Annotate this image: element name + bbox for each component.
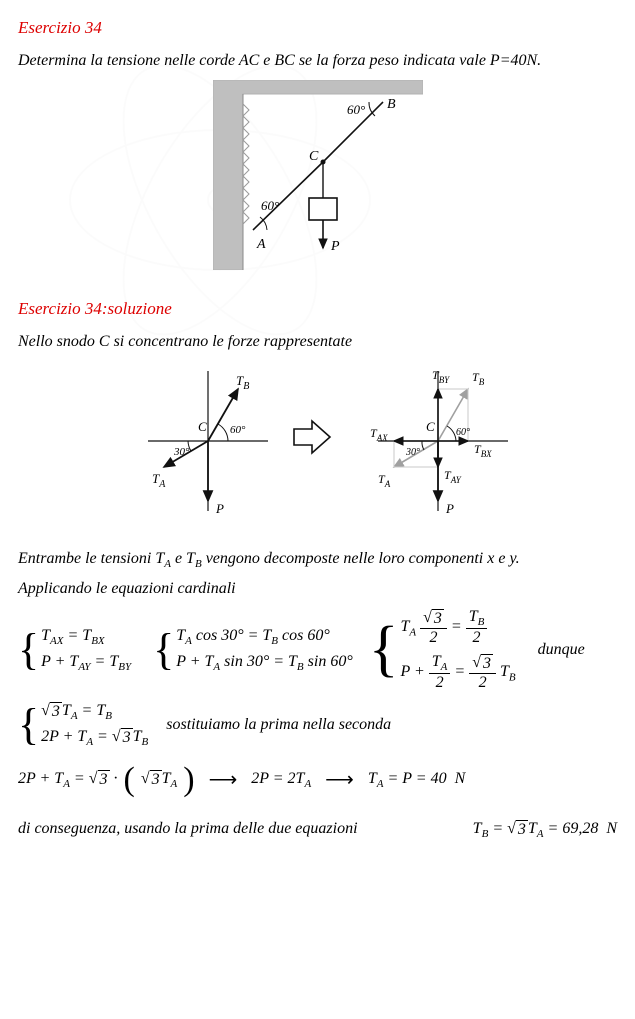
fig2r-60: 60° xyxy=(456,427,470,438)
chain-inner: √3TA xyxy=(141,770,177,790)
brace-icon: { xyxy=(153,630,174,670)
decomp-post: vengono decomposte nelle loro componenti… xyxy=(202,550,520,567)
sys3-eq1: TA √32 = TB2 xyxy=(400,608,515,647)
fig2l-30: 30° xyxy=(173,446,190,458)
sys4-eq2: 2P + TA = √3TB xyxy=(41,728,148,748)
final-row: di conseguenza, usando la prima delle du… xyxy=(18,820,617,840)
cardinal-intro: Applicando le equazioni cardinali xyxy=(18,580,617,598)
fig1-angle-A: 60° xyxy=(261,198,279,213)
decomp-sub-a: A xyxy=(164,558,171,570)
fig2r-30: 30° xyxy=(405,447,420,458)
substitute-label: sostituiamo la prima nella seconda xyxy=(166,716,391,734)
fig1-label-A: A xyxy=(256,237,266,252)
sys2: { TA cos 30° = TB cos 60° P + TA sin 30°… xyxy=(153,627,353,673)
fig1-label-B: B xyxy=(387,97,396,112)
sys3: { TA √32 = TB2 P + TA2 = √32 TB xyxy=(369,608,516,692)
fig2l-P: P xyxy=(215,501,224,516)
chain-lhs: 2P + TA = √3 · xyxy=(18,770,118,790)
sys2-eq2: P + TA sin 30° = TB sin 60° xyxy=(176,653,353,673)
brace-icon: { xyxy=(18,630,39,670)
fig2r-TB: TB xyxy=(472,370,485,387)
final-eq: TB = √3TA = 69,28 N xyxy=(473,820,617,840)
figure-1: A B C P 60° 60° xyxy=(213,80,423,270)
fig1-angle-B: 60° xyxy=(347,102,365,117)
fig1-label-P: P xyxy=(330,239,340,254)
fig2r-TAX: TAX xyxy=(370,426,388,443)
fig2r-TBY: TBY xyxy=(432,368,450,385)
fig2l-TA: TA xyxy=(152,471,166,490)
eq-systems-row: { TAX = TBX P + TAY = TBY { TA cos 30° =… xyxy=(18,608,617,692)
fig2r-TA: TA xyxy=(378,472,391,489)
figure-2: C TB TA P 60° 30° C TBY TB TBX TAX TA xyxy=(108,361,528,521)
figure-1-wrap: A B C P 60° 60° xyxy=(18,80,617,275)
decomp-mid: e T xyxy=(171,550,195,567)
page-content: Esercizio 34 Determina la tensione nelle… xyxy=(18,18,617,840)
decomp-pre: Entrambe le tensioni T xyxy=(18,550,164,567)
decomp-sub-b: B xyxy=(195,558,202,570)
fig2l-C: C xyxy=(198,419,207,434)
final-text: di conseguenza, usando la prima delle du… xyxy=(18,820,358,838)
sys1: { TAX = TBX P + TAY = TBY xyxy=(18,627,131,673)
problem-statement: Determina la tensione nelle corde AC e B… xyxy=(18,52,617,70)
fig2r-P: P xyxy=(445,501,454,516)
sys4-row: { √3TA = TB 2P + TA = √3TB sostituiamo l… xyxy=(18,702,617,748)
fig2r-TBX: TBX xyxy=(474,442,492,459)
arrow-icon: ⟶ xyxy=(201,767,246,792)
arrow-icon: ⟶ xyxy=(317,767,362,792)
sys4-eq1: √3TA = TB xyxy=(41,702,148,722)
chain-mid: 2P = 2TA xyxy=(251,770,311,790)
sys3-eq2: P + TA2 = √32 TB xyxy=(400,653,515,692)
decompose-text: Entrambe le tensioni TA e TB vengono dec… xyxy=(18,550,617,570)
chain-eq: 2P + TA = √3 · ( √3TA ) ⟶ 2P = 2TA ⟶ TA … xyxy=(18,766,617,793)
exercise-title: Esercizio 34 xyxy=(18,18,617,38)
fig2l-60: 60° xyxy=(230,424,246,436)
chain-rhs: TA = P = 40 N xyxy=(368,770,465,790)
brace-icon: { xyxy=(369,622,399,678)
sys2-eq1: TA cos 30° = TB cos 60° xyxy=(176,627,353,647)
paren-open-icon: ( xyxy=(124,766,135,793)
fig2r-TAY: TAY xyxy=(444,468,462,485)
solution-title: Esercizio 34:soluzione xyxy=(18,299,617,319)
dunque-label: dunque xyxy=(538,641,585,659)
fig1-label-C: C xyxy=(309,149,319,164)
figure-2-wrap: C TB TA P 60° 30° C TBY TB TBX TAX TA xyxy=(18,361,617,526)
sys1-eq2: P + TAY = TBY xyxy=(41,653,131,673)
sys1-eq1: TAX = TBX xyxy=(41,627,131,647)
arrow-between-icon xyxy=(294,421,330,453)
solution-intro: Nello snodo C si concentrano le forze ra… xyxy=(18,333,617,351)
paren-close-icon: ) xyxy=(183,766,194,793)
brace-icon: { xyxy=(18,705,39,745)
fig2r-C: C xyxy=(426,419,435,434)
sys4: { √3TA = TB 2P + TA = √3TB xyxy=(18,702,148,748)
